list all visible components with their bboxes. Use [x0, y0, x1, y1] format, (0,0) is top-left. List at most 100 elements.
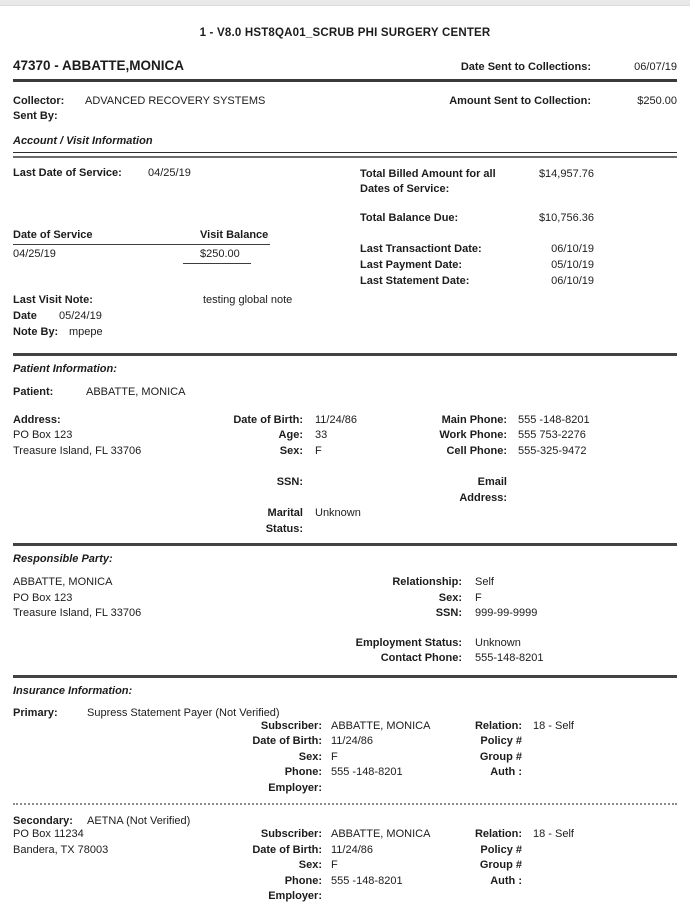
- divider: [13, 674, 677, 678]
- last-payment-label: Last Payment Date:: [360, 259, 463, 271]
- last-visit-note-label: Last Visit Note:: [13, 294, 93, 306]
- employer-label: Employer:: [268, 781, 322, 794]
- contact-phone-value: 555-148-8201: [475, 652, 544, 664]
- policy-value: [522, 843, 533, 859]
- note-by-value: mpepe: [69, 326, 103, 338]
- total-due-label: Total Balance Due:: [360, 212, 459, 224]
- visit-balance-cell: $250.00: [200, 248, 240, 260]
- relation-value: 18 - Self: [533, 828, 574, 840]
- patient-label: Patient:: [13, 386, 54, 398]
- employer-label: Employer:: [268, 890, 322, 902]
- work-phone-value: 555 753-2276: [518, 429, 586, 441]
- subscriber-value: ABBATTE, MONICA: [331, 719, 431, 732]
- auth-value: [522, 765, 533, 781]
- total-billed-label: Total Billed Amount for all Dates of Ser…: [360, 168, 496, 195]
- section-title-responsible: Responsible Party:: [13, 553, 113, 565]
- visits-table-header: Date of Service Visit Balance: [13, 229, 270, 245]
- age-value: 33: [315, 429, 328, 441]
- divider: [13, 353, 677, 356]
- responsible-address-line2: Treasure Island, FL 33706: [13, 607, 142, 619]
- resp-sex-value: F: [475, 591, 482, 604]
- last-transaction-value: 06/10/19: [551, 243, 594, 255]
- collector-row: Collector: ADVANCED RECOVERY SYSTEMS Amo…: [13, 95, 677, 107]
- resp-ssn-value: 999-99-9999: [475, 607, 538, 619]
- last-payment-value: 05/10/19: [551, 259, 594, 271]
- dotted-divider: [13, 803, 677, 805]
- secondary-insurance-block: Secondary: AETNA (Not Verified) PO Box 1…: [13, 815, 677, 905]
- policy-label: Policy #: [480, 843, 522, 856]
- col-visit-balance: Visit Balance: [200, 229, 269, 241]
- ins-phone-label: Phone:: [284, 874, 322, 887]
- last-visit-note-block: Last Visit Note: testing global note Dat…: [13, 292, 345, 340]
- section-title-insurance: Insurance Information:: [13, 684, 133, 697]
- resp-sex-label: Sex:: [438, 591, 462, 604]
- responsible-address-line1: PO Box 123: [13, 591, 73, 604]
- subscriber-label: Subscriber:: [260, 719, 322, 732]
- total-billed-value: $14,957.76: [538, 168, 594, 180]
- group-label: Group #: [479, 750, 522, 763]
- last-dos-value: 04/25/19: [148, 167, 191, 179]
- employment-status-label: Employment Status:: [355, 636, 462, 649]
- secondary-address-line2: Bandera, TX 78003: [13, 843, 109, 856]
- sex-label: Sex:: [279, 444, 303, 457]
- auth-label: Auth :: [490, 874, 522, 887]
- section-title-account-visit: Account / Visit Information: [13, 135, 677, 153]
- page-title: 1 - V8.0 HST8QA01_SCRUB PHI SURGERY CENT…: [199, 27, 491, 39]
- main-phone-label: Main Phone:: [441, 413, 507, 426]
- primary-label: Primary:: [13, 706, 58, 719]
- relation-label: Relation:: [474, 719, 522, 732]
- subscriber-label: Subscriber:: [260, 828, 322, 840]
- total-due-value: $10,756.36: [538, 212, 594, 224]
- section-title-patient: Patient Information:: [13, 363, 117, 375]
- marital-value: Unknown: [315, 507, 361, 519]
- ssn-label: SSN:: [276, 476, 303, 488]
- visit-date-cell: 04/25/19: [13, 248, 56, 260]
- ins-sex-value: F: [331, 859, 338, 871]
- last-statement-value: 06/10/19: [551, 275, 594, 287]
- work-phone-label: Work Phone:: [439, 429, 507, 441]
- subscriber-value: ABBATTE, MONICA: [331, 828, 431, 840]
- ins-phone-value: 555 -148-8201: [331, 766, 403, 778]
- ins-sex-label: Sex:: [298, 859, 322, 871]
- patient-section: Patient: ABBATTE, MONICA Address: Date o…: [13, 385, 677, 537]
- ssn-value: [303, 475, 430, 506]
- balance-underline: [183, 263, 251, 264]
- email-value: [507, 475, 518, 506]
- last-statement-label: Last Statement Date:: [360, 275, 470, 287]
- sex-value: F: [315, 444, 322, 457]
- account-header-row: 47370 - ABBATTE,MONICA Date Sent to Coll…: [13, 58, 677, 82]
- primary-insurance-block: Primary: Supress Statement Payer (Not Ve…: [13, 707, 677, 797]
- age-label: Age:: [278, 429, 303, 441]
- window-top-strip: [0, 0, 690, 6]
- address-line1: PO Box 123: [13, 429, 73, 441]
- policy-value: [522, 734, 533, 750]
- cell-phone-value: 555-325-9472: [518, 444, 587, 457]
- relationship-label: Relationship:: [392, 576, 462, 588]
- cell-phone-label: Cell Phone:: [446, 444, 507, 457]
- ins-dob-label: Date of Birth:: [252, 735, 322, 747]
- secondary-payer: AETNA (Not Verified): [87, 815, 191, 827]
- last-transaction-label: Last Transactiont Date:: [360, 243, 482, 255]
- note-date-value: 05/24/19: [59, 310, 102, 322]
- relationship-value: Self: [475, 576, 494, 588]
- group-label: Group #: [479, 859, 522, 871]
- responsible-party-section: ABBATTE, MONICA Relationship: Self PO Bo…: [13, 575, 677, 667]
- marital-label: Marital Status:: [265, 507, 303, 535]
- email-label: Email Address:: [459, 476, 507, 504]
- resp-ssn-label: SSN:: [435, 607, 462, 619]
- ins-dob-value: 11/24/86: [331, 735, 374, 747]
- ins-phone-value: 555 -148-8201: [331, 874, 403, 887]
- collector-label: Collector:: [13, 95, 65, 107]
- patient-name: ABBATTE, MONICA: [86, 386, 186, 398]
- address-line2: Treasure Island, FL 33706: [13, 444, 142, 457]
- policy-label: Policy #: [480, 735, 522, 747]
- report-page: 1 - V8.0 HST8QA01_SCRUB PHI SURGERY CENT…: [0, 27, 690, 905]
- note-by-label: Note By:: [13, 326, 59, 338]
- auth-value: [522, 874, 533, 890]
- contact-phone-label: Contact Phone:: [380, 652, 462, 664]
- employment-status-value: Unknown: [475, 636, 521, 649]
- dob-value: 11/24/86: [315, 413, 358, 426]
- amount-sent-label: Amount Sent to Collection:: [449, 95, 591, 107]
- sent-by-label: Sent By:: [13, 110, 58, 122]
- primary-payer: Supress Statement Payer (Not Verified): [87, 706, 280, 719]
